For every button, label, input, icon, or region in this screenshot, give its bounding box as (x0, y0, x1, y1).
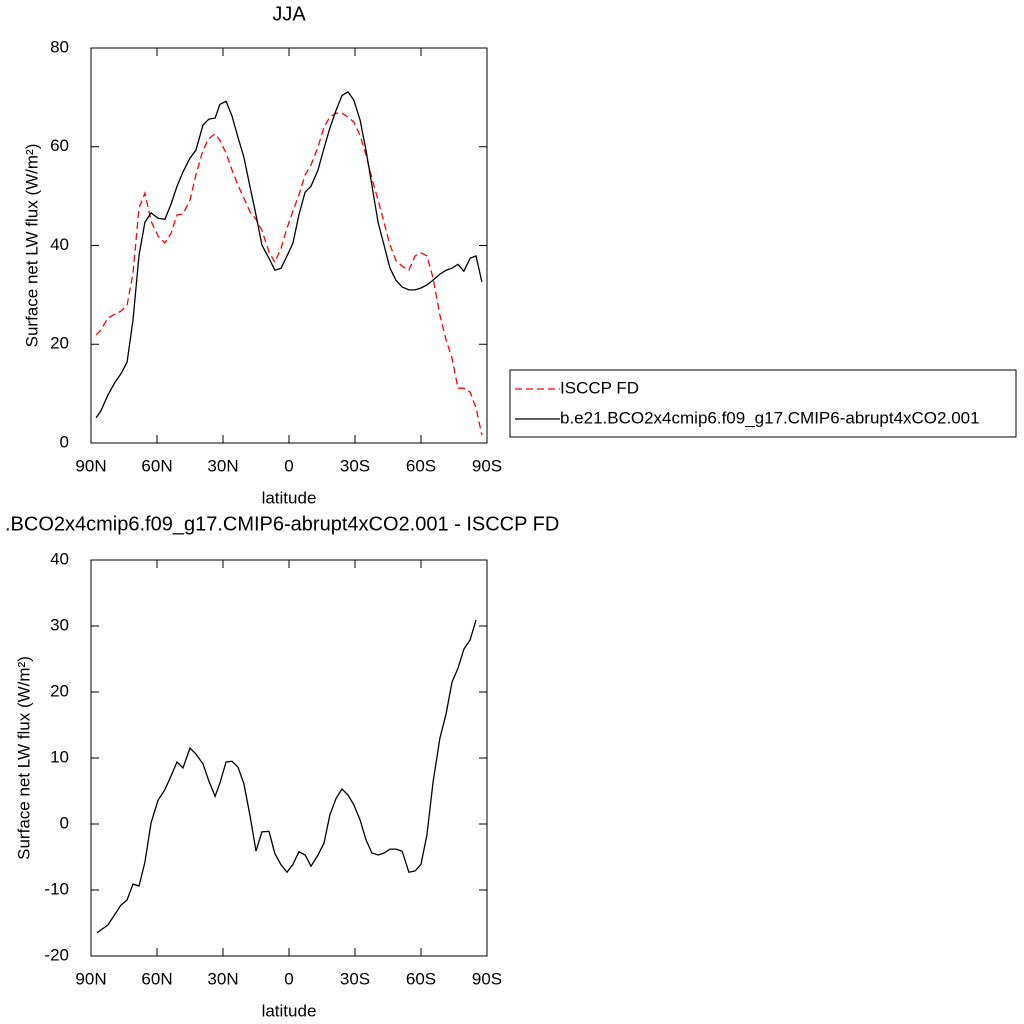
x-tick-label: 60N (141, 456, 172, 475)
x-tick-label: 60N (141, 969, 172, 988)
plot-frame (90, 47, 488, 444)
chart-title: .BCO2x4cmip6.f09_g17.CMIP6-abrupt4xCO2.0… (5, 513, 559, 535)
x-tick-label: 90N (75, 456, 106, 475)
x-tick-label: 90S (472, 969, 502, 988)
x-tick-label: 60S (406, 456, 436, 475)
x-tick-label: 60S (406, 969, 436, 988)
y-tick-label: 80 (50, 37, 69, 56)
line-series (95, 91, 483, 419)
y-tick-label: 40 (50, 549, 69, 568)
x-axis-label: latitude (262, 488, 317, 507)
y-tick-label: 10 (50, 747, 69, 766)
x-axis-label: latitude (262, 1001, 317, 1020)
chart-title: JJA (272, 3, 306, 25)
y-axis-label: Surface net LW flux (W/m²) (14, 656, 33, 860)
y-tick-label: 20 (50, 334, 69, 353)
x-tick-label: 90S (472, 456, 502, 475)
y-tick-label: 20 (50, 681, 69, 700)
legend-box (509, 369, 1017, 438)
x-tick-label: 30N (207, 969, 238, 988)
line-series (95, 112, 483, 436)
x-tick-label: 30N (207, 456, 238, 475)
y-tick-label: -20 (44, 945, 69, 964)
y-axis-label: Surface net LW flux (W/m²) (22, 144, 41, 348)
y-tick-label: 60 (50, 136, 69, 155)
y-tick-label: 0 (60, 813, 69, 832)
line-series (96, 619, 477, 934)
x-tick-label: 90N (75, 969, 106, 988)
y-tick-label: 30 (50, 615, 69, 634)
x-tick-label: 0 (284, 969, 293, 988)
y-tick-label: 40 (50, 235, 69, 254)
legend-label: ISCCP FD (560, 378, 639, 397)
x-tick-label: 30S (340, 969, 370, 988)
x-tick-label: 0 (284, 456, 293, 475)
plot-frame (90, 559, 488, 957)
y-tick-label: 0 (60, 432, 69, 451)
y-tick-label: -10 (44, 879, 69, 898)
x-tick-label: 30S (340, 456, 370, 475)
legend-label: b.e21.BCO2x4cmip6.f09_g17.CMIP6-abrupt4x… (560, 408, 980, 427)
